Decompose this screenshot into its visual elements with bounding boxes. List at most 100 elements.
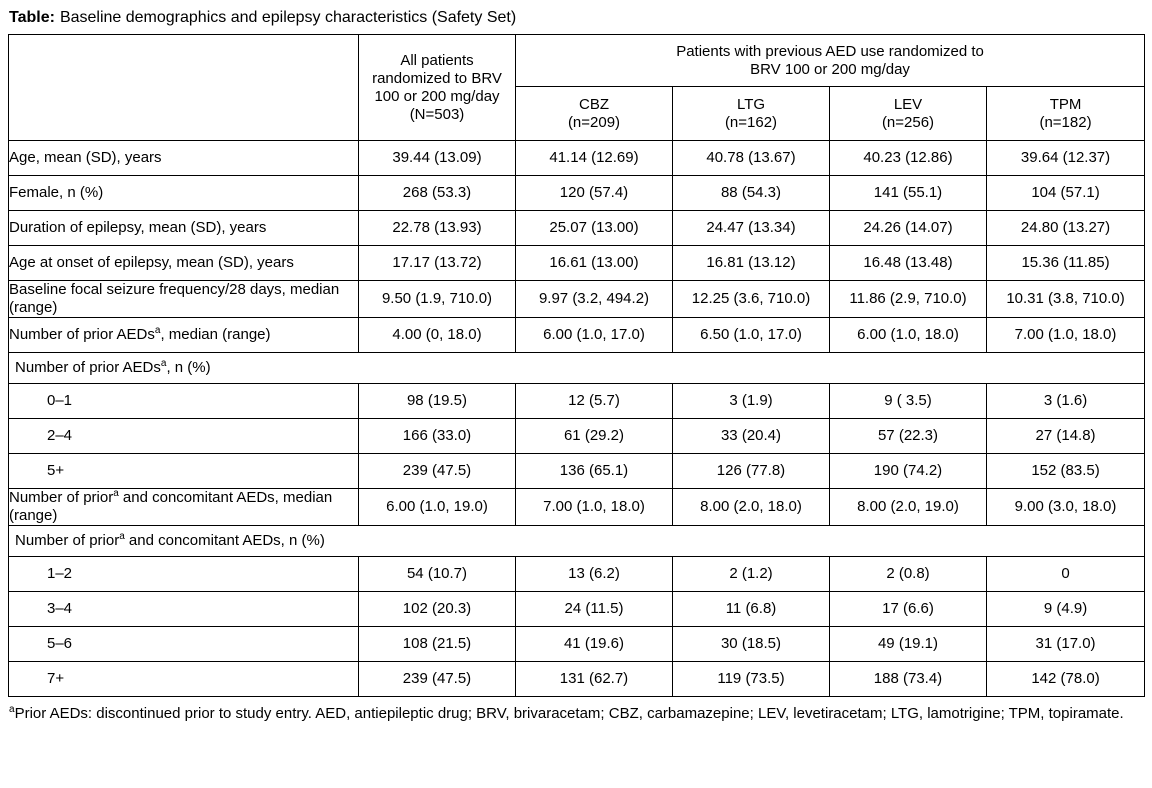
row-label-cell: 1–2 — [8, 556, 359, 592]
column-header-cbz: CBZ (n=209) — [515, 86, 673, 141]
value-cell: 17 (6.6) — [829, 591, 987, 627]
table-row: Number of prior AEDsa, n (%) — [7, 352, 1146, 384]
value-cell: 88 (54.3) — [672, 175, 830, 211]
value-cell: 11 (6.8) — [672, 591, 830, 627]
value-cell: 268 (53.3) — [358, 175, 516, 211]
value-cell: 136 (65.1) — [515, 453, 673, 489]
header-row-sub: CBZ (n=209) LTG (n=162) LEV (n=256) TPM … — [9, 86, 1146, 141]
value-cell: 24.80 (13.27) — [985, 210, 1146, 246]
value-cell: 41 (19.6) — [515, 626, 673, 662]
value-cell: 8.00 (2.0, 18.0) — [672, 488, 830, 526]
value-cell: 49 (19.1) — [829, 626, 987, 662]
value-cell: 9.50 (1.9, 710.0) — [358, 280, 516, 318]
column-header-drug: CBZ — [579, 95, 609, 113]
row-label-cell: 7+ — [8, 661, 359, 697]
row-label-cell: 2–4 — [8, 418, 359, 454]
value-cell: 40.23 (12.86) — [829, 140, 987, 176]
row-label: 5+ — [47, 462, 65, 479]
value-cell: 98 (19.5) — [358, 383, 516, 419]
value-cell: 22.78 (13.93) — [358, 210, 516, 246]
row-label-superscript: a — [119, 531, 125, 542]
header-row-top: All patients randomized to BRV 100 or 20… — [8, 34, 1146, 141]
value-cell: 10.31 (3.8, 710.0) — [985, 280, 1146, 318]
column-header-tpm: TPM (n=182) — [985, 86, 1146, 141]
footnote: aPrior AEDs: discontinued prior to study… — [9, 704, 1147, 723]
value-cell: 30 (18.5) — [672, 626, 830, 662]
row-label: 0–1 — [47, 392, 73, 409]
value-cell: 33 (20.4) — [672, 418, 830, 454]
table-row: Age at onset of epilepsy, mean (SD), yea… — [8, 245, 1146, 281]
value-cell: 11.86 (2.9, 710.0) — [829, 280, 987, 318]
value-cell: 3 (1.9) — [672, 383, 830, 419]
all-patients-header-line: 100 or 200 mg/day — [374, 87, 500, 105]
value-cell: 9 ( 3.5) — [829, 383, 987, 419]
value-cell: 6.50 (1.0, 17.0) — [672, 317, 830, 353]
row-label-cell: 5–6 — [8, 626, 359, 662]
column-header-n: (n=182) — [1039, 113, 1092, 131]
all-patients-header-cell: All patients randomized to BRV 100 or 20… — [358, 34, 516, 141]
table-row: 3–4 102 (20.3) 24 (11.5) 11 (6.8) 17 (6.6) 9 … — [8, 591, 1146, 627]
row-label: 1–2 — [47, 565, 73, 582]
value-cell: 27 (14.8) — [985, 418, 1146, 454]
value-cell: 7.00 (1.0, 18.0) — [515, 488, 673, 526]
table-row: 1–2 54 (10.7) 13 (6.2) 2 (1.2) 2 (0.8) 0 — [8, 556, 1146, 592]
row-label: Number of prior — [15, 532, 120, 549]
row-label-superscript: a — [154, 325, 161, 336]
table-row: 5+ 239 (47.5) 136 (65.1) 126 (77.8) 190 (74.… — [8, 453, 1146, 489]
value-cell: 61 (29.2) — [515, 418, 673, 454]
value-cell: 16.81 (13.12) — [672, 245, 830, 281]
row-label: Age, mean (SD), years — [9, 149, 162, 166]
value-cell: 2 (1.2) — [672, 556, 830, 592]
all-patients-header-line: All patients — [400, 51, 474, 69]
column-header-drug: LTG — [736, 95, 766, 113]
row-label-cell: 0–1 — [8, 383, 359, 419]
value-cell: 9.00 (3.0, 18.0) — [985, 488, 1146, 526]
value-cell: 6.00 (1.0, 17.0) — [515, 317, 673, 353]
all-patients-header-line: randomized to BRV — [372, 69, 502, 87]
value-cell: 12 (5.7) — [515, 383, 673, 419]
table-row: 5–6 108 (21.5) 41 (19.6) 30 (18.5) 49 (19.1)… — [8, 626, 1146, 662]
value-cell: 25.07 (13.00) — [515, 210, 673, 246]
value-cell: 2 (0.8) — [829, 556, 987, 592]
row-label: Number of prior AEDs — [9, 326, 155, 343]
value-cell: 108 (21.5) — [358, 626, 516, 662]
table-row: Duration of epilepsy, mean (SD), years 22… — [8, 210, 1146, 246]
value-cell: 39.64 (12.37) — [985, 140, 1146, 176]
value-cell: 31 (17.0) — [985, 626, 1146, 662]
value-cell: 16.48 (13.48) — [829, 245, 987, 281]
value-cell: 39.44 (13.09) — [358, 140, 516, 176]
value-cell: 16.61 (13.00) — [515, 245, 673, 281]
group-header-cell: Patients with previous AED use randomize… — [514, 34, 1146, 87]
table-row: 7+ 239 (47.5) 131 (62.7) 119 (73.5) 188 (73.… — [8, 661, 1146, 697]
value-cell: 188 (73.4) — [829, 661, 987, 697]
row-label-superscript: a — [160, 358, 167, 369]
table-header: All patients randomized to BRV 100 or 20… — [8, 34, 1146, 141]
value-cell: 3 (1.6) — [985, 383, 1146, 419]
value-cell: 0 — [985, 556, 1146, 592]
row-label: Female, n (%) — [9, 184, 104, 201]
row-label: 5–6 — [47, 635, 73, 652]
table-row: 0–1 98 (19.5) 12 (5.7) 3 (1.9) 9 ( 3.5) 3 (1.… — [8, 383, 1146, 419]
row-label-superscript: a — [113, 488, 119, 499]
value-cell: 40.78 (13.67) — [672, 140, 830, 176]
table-row: 2–4 166 (33.0) 61 (29.2) 33 (20.4) 57 (22.3)… — [8, 418, 1146, 454]
value-cell: 6.00 (1.0, 18.0) — [829, 317, 987, 353]
value-cell: 166 (33.0) — [358, 418, 516, 454]
value-cell: 131 (62.7) — [515, 661, 673, 697]
value-cell: 120 (57.4) — [515, 175, 673, 211]
empty-header-cell — [8, 34, 359, 141]
value-cell: 12.25 (3.6, 710.0) — [672, 280, 830, 318]
row-label: Age at onset of epilepsy, mean (SD), yea… — [9, 254, 294, 271]
column-header-n: (n=256) — [881, 113, 935, 131]
column-header-n: (n=162) — [724, 113, 778, 131]
table-title: Table: Baseline demographics and epilepsy… — [9, 8, 1144, 28]
row-label-cell: Duration of epilepsy, mean (SD), years — [8, 210, 359, 246]
column-header-drug: TPM — [1049, 95, 1082, 113]
row-label: Baseline focal seizure frequency/28 days… — [9, 281, 340, 316]
value-cell: 142 (78.0) — [985, 661, 1146, 697]
group-header-line: Patients with previous AED use randomize… — [676, 42, 984, 60]
row-label-cell: Female, n (%) — [8, 175, 359, 211]
all-patients-header-line: (N=503) — [409, 105, 465, 123]
row-label-cell: Number of priora and concomitant AEDs, n… — [7, 525, 1146, 557]
table-row: Number of priora and concomitant AEDs, m… — [8, 488, 1146, 526]
